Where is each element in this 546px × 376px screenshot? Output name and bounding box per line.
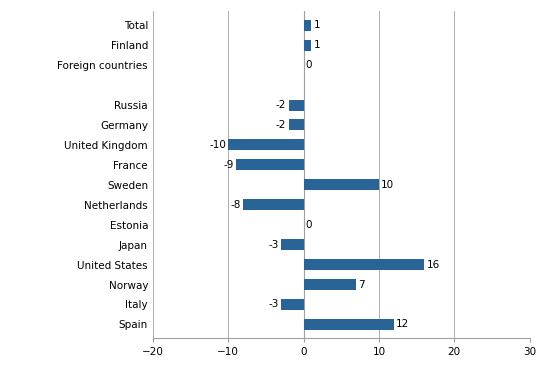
Bar [304,179,379,190]
Text: -8: -8 [230,200,241,210]
Text: 0: 0 [306,220,312,230]
Text: -3: -3 [268,300,278,309]
Bar [281,239,304,250]
Text: 0: 0 [306,60,312,70]
Bar [288,100,304,111]
Text: 1: 1 [313,40,320,50]
Bar [236,159,304,170]
Bar [288,120,304,130]
Bar [304,319,394,330]
Bar [304,259,424,270]
Text: -3: -3 [268,240,278,250]
Bar [228,139,304,150]
Text: 10: 10 [381,180,394,190]
Text: -2: -2 [276,100,286,110]
Text: 7: 7 [359,279,365,290]
Text: 12: 12 [396,320,410,329]
Bar [281,299,304,310]
Bar [304,40,311,51]
Text: 1: 1 [313,20,320,30]
Bar [304,20,311,31]
Text: -10: -10 [209,140,226,150]
Text: 16: 16 [426,259,440,270]
Bar [244,199,304,210]
Text: -9: -9 [223,160,234,170]
Text: -2: -2 [276,120,286,130]
Bar [304,279,357,290]
